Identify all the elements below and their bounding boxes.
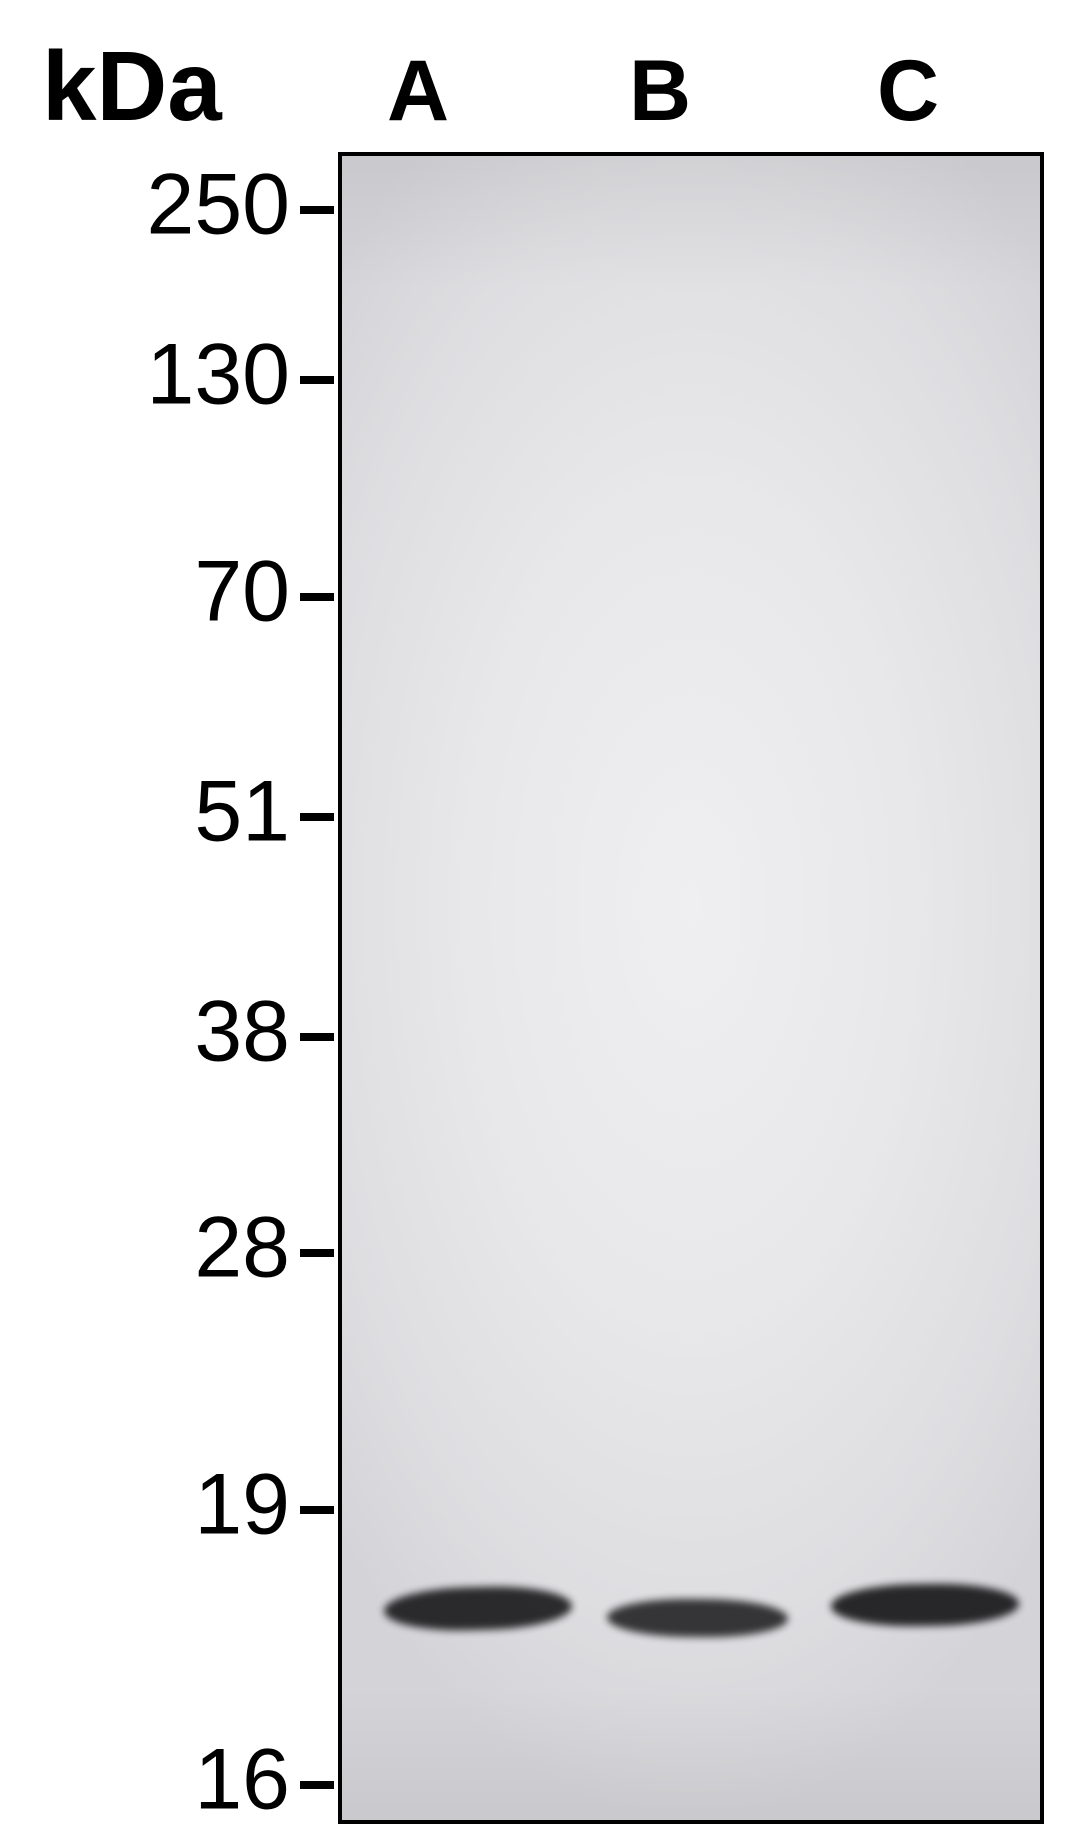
mw-tick-mark-28	[300, 1249, 334, 1257]
mw-tick-mark-250	[300, 206, 334, 214]
mw-tick-label-70: 70	[194, 543, 290, 642]
mw-tick-label-19: 19	[194, 1456, 290, 1555]
mw-tick-label-130: 130	[147, 326, 291, 425]
mw-tick-mark-51	[300, 813, 334, 821]
mw-tick-label-51: 51	[194, 763, 290, 862]
axis-unit-label: kDa	[42, 30, 222, 143]
western-blot-figure: kDa A B C 250 130 70 51 38 28 19 16	[0, 0, 1080, 1844]
mw-tick-label-38: 38	[194, 983, 290, 1082]
mw-tick-label-28: 28	[194, 1199, 290, 1298]
band-lane-b	[607, 1598, 789, 1638]
mw-tick-mark-70	[300, 593, 334, 601]
lane-label-b: B	[629, 42, 691, 141]
mw-tick-mark-130	[300, 376, 334, 384]
mw-tick-mark-16	[300, 1781, 334, 1789]
mw-tick-label-250: 250	[147, 156, 291, 255]
lane-label-c: C	[877, 42, 939, 141]
bands-group	[342, 156, 1040, 1820]
mw-tick-mark-38	[300, 1033, 334, 1041]
mw-tick-mark-19	[300, 1506, 334, 1514]
blot-membrane-frame	[338, 152, 1044, 1824]
band-lane-c	[830, 1582, 1019, 1626]
mw-tick-label-16: 16	[194, 1731, 290, 1830]
lane-label-a: A	[387, 42, 449, 141]
band-lane-a	[383, 1585, 573, 1633]
